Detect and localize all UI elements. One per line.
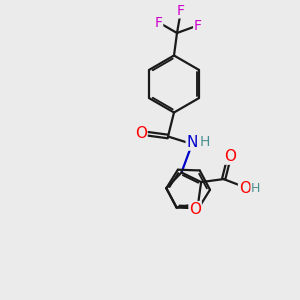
Text: H: H (200, 135, 210, 148)
Text: O: O (225, 149, 237, 164)
Text: H: H (251, 182, 260, 195)
Text: F: F (176, 4, 184, 18)
Text: O: O (239, 181, 251, 196)
Text: F: F (154, 16, 163, 30)
Text: F: F (194, 19, 202, 33)
Text: N: N (186, 135, 198, 150)
Text: O: O (189, 202, 201, 217)
Text: O: O (135, 126, 147, 141)
